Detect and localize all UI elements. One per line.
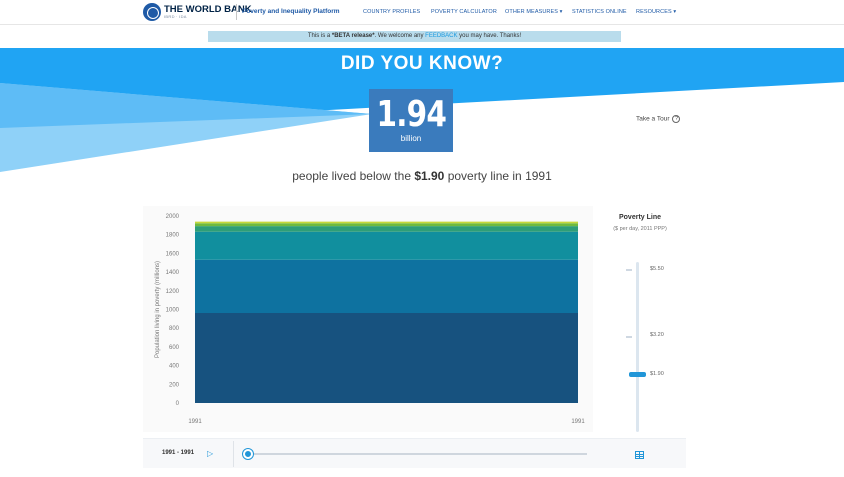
poverty-line-tick (626, 336, 632, 338)
y-axis-label: Population living in poverty (millions) (155, 261, 161, 358)
take-a-tour-label: Take a Tour (636, 115, 670, 123)
poverty-line-panel: Poverty Line ($ per day, 2011 PPP) $5.50… (604, 206, 676, 432)
sentence-poverty-line: $1.90 (414, 169, 445, 183)
poverty-area-chart: 0 200 400 600 800 1000 1200 1400 1600 1800 2000 Pop… (155, 214, 585, 425)
brand-name[interactable]: THE WORLD BANK (164, 4, 252, 15)
y-tick-label: 600 (169, 345, 180, 351)
y-tick-label: 2000 (166, 214, 180, 220)
nav-statistics-online[interactable]: STATISTICS ONLINE (572, 9, 627, 15)
beta-prefix: This is a (307, 33, 332, 39)
stat-value: 1.94 (376, 94, 447, 135)
y-tick-label: 1600 (166, 251, 180, 257)
x-tick-label: 1991 (571, 419, 585, 425)
beta-bold: *BETA release* (331, 33, 375, 39)
beta-banner: This is a *BETA release*. We welcome any… (208, 31, 621, 42)
area-series-1[interactable] (195, 259, 578, 314)
y-tick-label: 1200 (166, 289, 180, 295)
y-tick-label: 200 (169, 382, 180, 388)
poverty-line-subtitle: ($ per day, 2011 PPP) (613, 226, 667, 232)
y-tick-label: 1400 (166, 270, 180, 276)
poverty-line-option-3-20[interactable]: $3.20 (650, 332, 664, 338)
hero-mid-wedge (0, 83, 372, 128)
feedback-link[interactable]: FEEDBACK (425, 33, 458, 39)
timeline-bar: 1991 - 1991 ▷ (143, 438, 686, 468)
timeline-slider-track[interactable] (247, 453, 587, 455)
timeline-slider-handle[interactable] (243, 449, 253, 459)
area-series-0[interactable] (195, 313, 578, 403)
area-series-5[interactable] (195, 221, 578, 224)
poverty-line-option-5-50[interactable]: $5.50 (650, 266, 664, 272)
area-series-4[interactable] (195, 223, 578, 227)
beta-middle: . We welcome any (374, 33, 426, 39)
hero-title: DID YOU KNOW? (340, 53, 504, 74)
y-tick-label: 1800 (166, 233, 180, 239)
take-a-tour-button[interactable]: Take a Tour? (636, 115, 681, 123)
x-tick-label: 1991 (188, 419, 202, 425)
poverty-line-title: Poverty Line (618, 214, 661, 221)
brand-subtitle: IBRD · IDA (164, 14, 187, 19)
stat-box: 1.94 billion (369, 89, 453, 152)
beta-suffix: you may have. Thanks! (457, 33, 522, 39)
world-bank-logo-icon[interactable] (143, 3, 161, 21)
poverty-sentence: people lived below the $1.90 poverty lin… (0, 169, 844, 183)
nav-other-measures[interactable]: OTHER MEASURES ▾ (505, 9, 563, 15)
y-tick-label: 0 (176, 401, 180, 407)
stat-unit: billion (400, 134, 422, 143)
sentence-suffix: poverty line in 1991 (444, 169, 552, 183)
play-icon[interactable]: ▷ (207, 449, 214, 458)
y-tick-label: 400 (169, 364, 180, 370)
nav-country-profiles[interactable]: COUNTRY PROFILES (363, 9, 421, 15)
sentence-prefix: people lived below the (292, 169, 415, 183)
poverty-line-option-1-90[interactable]: $1.90 (650, 371, 664, 377)
platform-title[interactable]: Poverty and Inequality Platform (242, 8, 340, 15)
table-icon[interactable] (635, 451, 644, 459)
area-series-3[interactable] (195, 226, 578, 232)
y-tick-label: 1000 (166, 308, 180, 314)
poverty-line-slider-track[interactable] (636, 262, 639, 432)
help-icon[interactable]: ? (672, 115, 681, 123)
timeline-divider (233, 441, 234, 467)
hero-background (0, 48, 844, 172)
y-tick-label: 800 (169, 326, 180, 332)
poverty-line-tick (626, 269, 632, 271)
nav-poverty-calculator[interactable]: POVERTY CALCULATOR (431, 9, 497, 15)
year-range: 1991 - 1991 (162, 450, 195, 456)
area-series-2[interactable] (195, 231, 578, 260)
poverty-line-slider-handle[interactable] (629, 372, 646, 377)
nav-resources[interactable]: RESOURCES ▾ (636, 9, 677, 15)
brand-divider (236, 4, 237, 20)
top-navigation-bar: THE WORLD BANK IBRD · IDA Poverty and In… (0, 0, 844, 25)
